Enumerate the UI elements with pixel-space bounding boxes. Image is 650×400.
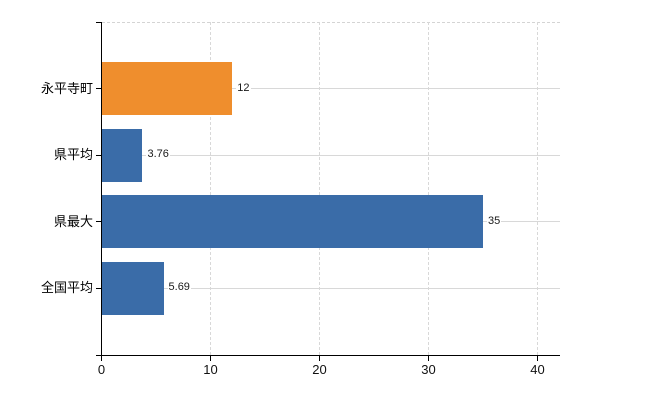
plot-top-border: [101, 22, 560, 23]
grid-line-horizontal: [101, 154, 560, 156]
grid-line-vertical: [428, 22, 429, 355]
grid-line-vertical: [319, 22, 320, 355]
category-label: 永平寺町: [40, 80, 93, 96]
category-label: 県平均: [53, 147, 93, 162]
x-axis-tick-label: 40: [530, 362, 545, 377]
y-axis-tick: [95, 287, 102, 289]
x-axis-tick: [209, 355, 212, 361]
x-axis-tick-label: 30: [421, 362, 436, 377]
grid-line-vertical: [210, 22, 211, 355]
x-axis-tick: [536, 355, 539, 361]
grid-line-vertical: [537, 22, 538, 355]
bar-value-label: 5.69: [167, 280, 191, 295]
x-axis-tick: [427, 355, 430, 361]
category-label: 県最大: [53, 213, 93, 229]
x-axis-tick-label: 10: [203, 362, 218, 377]
y-axis-tick: [95, 22, 102, 24]
bar: [101, 195, 483, 248]
x-axis-tick: [100, 355, 103, 361]
y-axis-tick: [95, 221, 102, 223]
y-axis-line: [101, 22, 103, 356]
grid-line-horizontal: [101, 88, 560, 89]
x-axis-tick: [318, 355, 321, 361]
plot-area: 12 3.76 35 5.69: [101, 22, 560, 355]
category-label: 全国平均: [40, 280, 93, 295]
bar: [101, 62, 233, 115]
y-axis-tick: [95, 88, 102, 90]
bar-value-label: 35: [487, 213, 502, 229]
x-axis-tick-label: 20: [312, 362, 327, 377]
bar-value-label: 12: [236, 80, 251, 96]
bar: [101, 261, 164, 315]
y-axis-tick: [95, 154, 102, 156]
grid-line-horizontal: [101, 287, 560, 289]
bar: [101, 128, 143, 182]
x-axis-tick-label: 0: [97, 362, 106, 377]
x-axis-line: [95, 355, 560, 357]
bar-value-label: 3.76: [146, 147, 170, 162]
